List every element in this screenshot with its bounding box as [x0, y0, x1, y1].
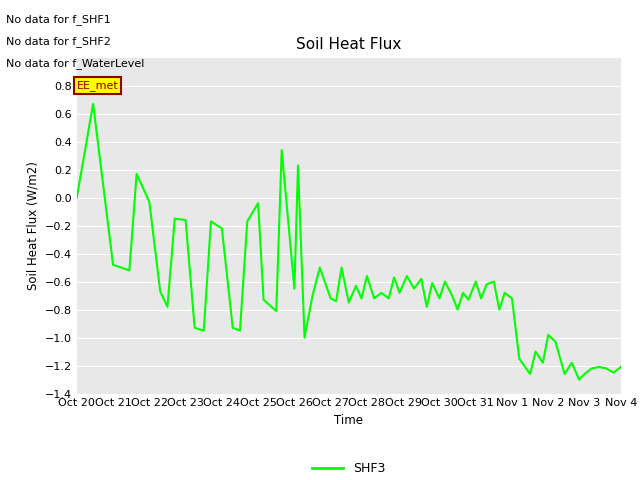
Text: No data for f_WaterLevel: No data for f_WaterLevel	[6, 58, 145, 69]
Text: No data for f_SHF1: No data for f_SHF1	[6, 14, 111, 25]
Title: Soil Heat Flux: Soil Heat Flux	[296, 37, 401, 52]
Text: No data for f_SHF2: No data for f_SHF2	[6, 36, 111, 47]
Legend: SHF3: SHF3	[307, 457, 390, 480]
Text: EE_met: EE_met	[77, 80, 118, 91]
X-axis label: Time: Time	[334, 414, 364, 427]
Y-axis label: Soil Heat Flux (W/m2): Soil Heat Flux (W/m2)	[26, 161, 39, 290]
